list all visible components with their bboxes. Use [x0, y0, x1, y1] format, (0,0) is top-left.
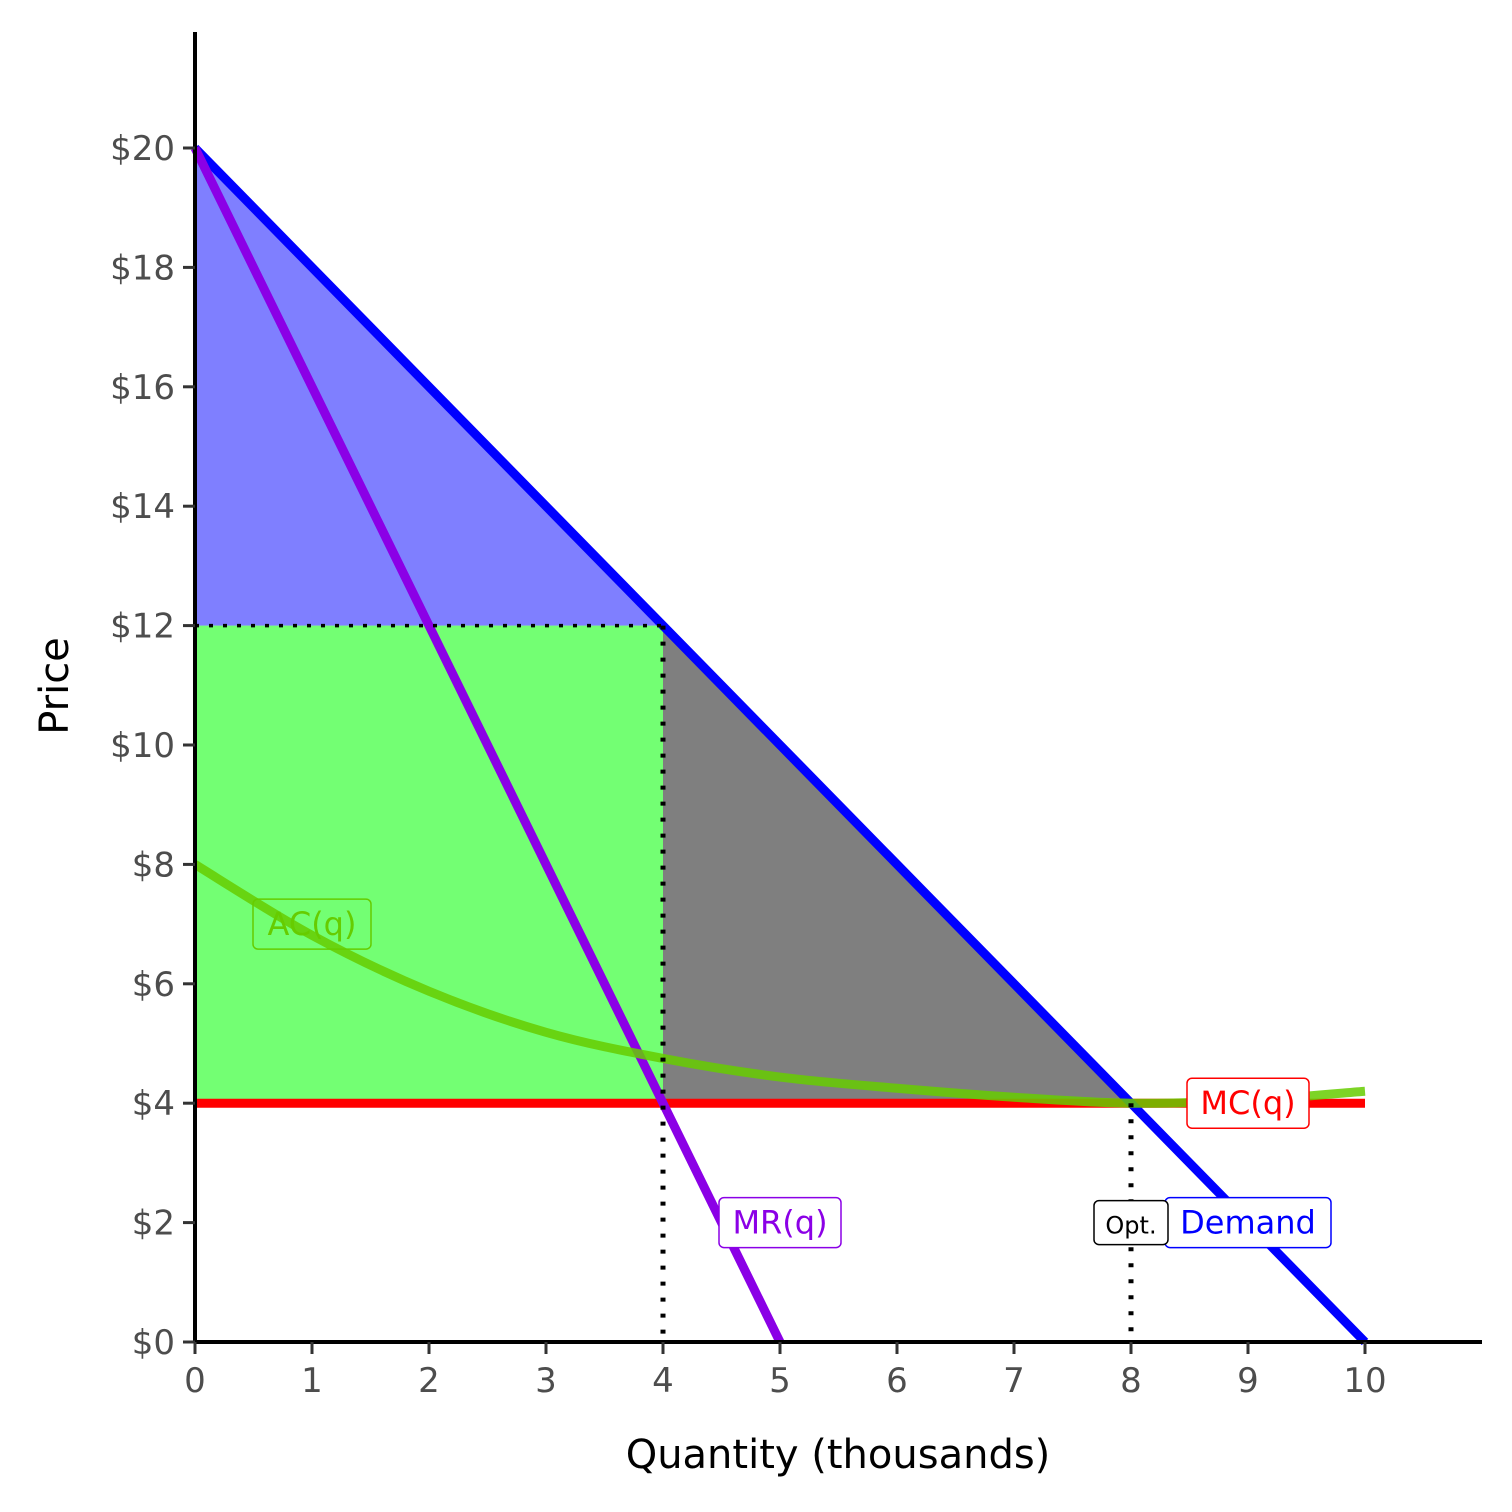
y-axis-title: Price — [32, 637, 78, 735]
y-tick-label: $10 — [110, 726, 175, 766]
mcq-label-text: MC(q) — [1200, 1084, 1295, 1122]
y-tick-label: $16 — [110, 368, 175, 408]
x-tick-label: 10 — [1343, 1361, 1386, 1401]
y-tick-label: $4 — [132, 1084, 175, 1124]
mrq-label-text: MR(q) — [732, 1204, 827, 1242]
y-tick-label: $2 — [132, 1204, 175, 1244]
opt-label-text: Opt. — [1105, 1212, 1156, 1240]
x-tick-label: 9 — [1237, 1361, 1259, 1401]
y-tick-label: $20 — [110, 129, 175, 169]
mrq-curve — [190, 146, 785, 1344]
y-tick-label: $0 — [132, 1323, 175, 1363]
x-tick-label: 0 — [184, 1361, 206, 1401]
x-tick-label: 8 — [1120, 1361, 1142, 1401]
acq-label-text: AC(q) — [268, 905, 357, 943]
acq-curve — [192, 860, 1366, 1108]
curve-labels: Demand MR(q) MC(q) AC(q) Opt. — [252, 898, 1332, 1249]
curves — [190, 144, 1369, 1346]
acq-label-box — [252, 898, 372, 950]
x-tick-label: 1 — [301, 1361, 323, 1401]
y-tick-label: $12 — [110, 607, 175, 647]
mrq-label-box — [718, 1196, 842, 1249]
demand-label-text: Demand — [1180, 1204, 1316, 1242]
y-tick-label: $8 — [132, 845, 175, 885]
y-tick-label: $6 — [132, 965, 175, 1005]
x-axis-title: Quantity (thousands) — [626, 1432, 1051, 1478]
x-tick-label: 3 — [535, 1361, 557, 1401]
axes: 0 1 2 3 4 5 6 7 8 9 10 $0 $2 $4 $6 $8 $10 $12 $14 $16 $18 $20 — [110, 32, 1482, 1401]
x-tick-label: 6 — [886, 1361, 908, 1401]
y-tick-label: $18 — [110, 248, 175, 288]
y-tick-label: $14 — [110, 487, 175, 527]
acq-label: AC(q) — [252, 898, 372, 950]
opt-label-box — [1093, 1199, 1169, 1246]
mcq-label-box — [1186, 1077, 1310, 1129]
demand-label: Demand — [1164, 1196, 1332, 1249]
x-tick-label: 7 — [1003, 1361, 1025, 1401]
demand-curve — [191, 144, 1369, 1346]
opt-label: Opt. — [1093, 1199, 1169, 1246]
x-tick-label: 5 — [769, 1361, 791, 1401]
mrq-label: MR(q) — [718, 1196, 842, 1249]
x-tick-label: 2 — [418, 1361, 440, 1401]
x-tick-label: 4 — [652, 1361, 674, 1401]
mcq-label: MC(q) — [1186, 1077, 1310, 1129]
profit-region — [195, 625, 663, 1104]
